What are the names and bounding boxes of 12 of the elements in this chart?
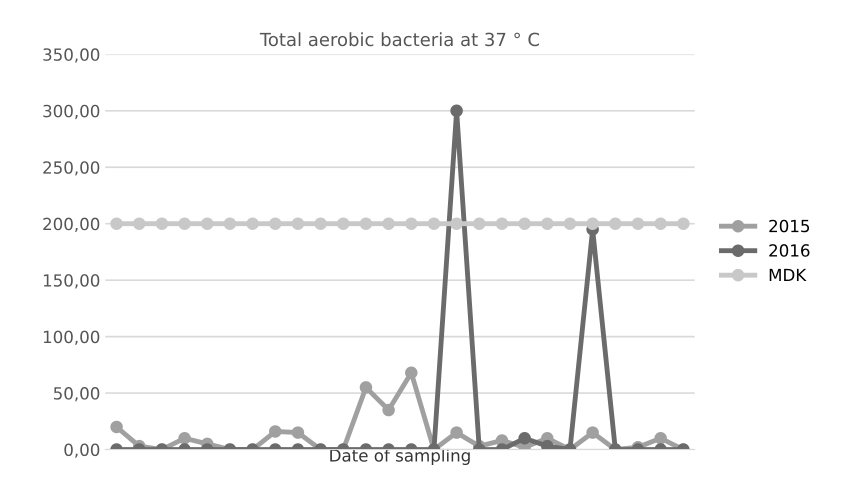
y-tick-label: 50,00	[54, 387, 100, 402]
y-tick-label: 250,00	[43, 161, 100, 176]
legend-label: 2016	[769, 244, 810, 257]
chart-title: Total aerobic bacteria at 37 ° C	[260, 32, 540, 46]
y-tick-label: 350,00	[43, 48, 100, 63]
legend-label: MDK	[770, 268, 807, 282]
y-tick-label: 300,00	[43, 104, 100, 120]
y-tick-label: 200,00	[43, 218, 100, 232]
legend-label: 2015	[769, 220, 810, 232]
y-tick-label: 100,00	[44, 330, 100, 345]
y-tick-label: 150,00	[44, 274, 100, 288]
y-tick-label: 0,00	[64, 444, 100, 458]
